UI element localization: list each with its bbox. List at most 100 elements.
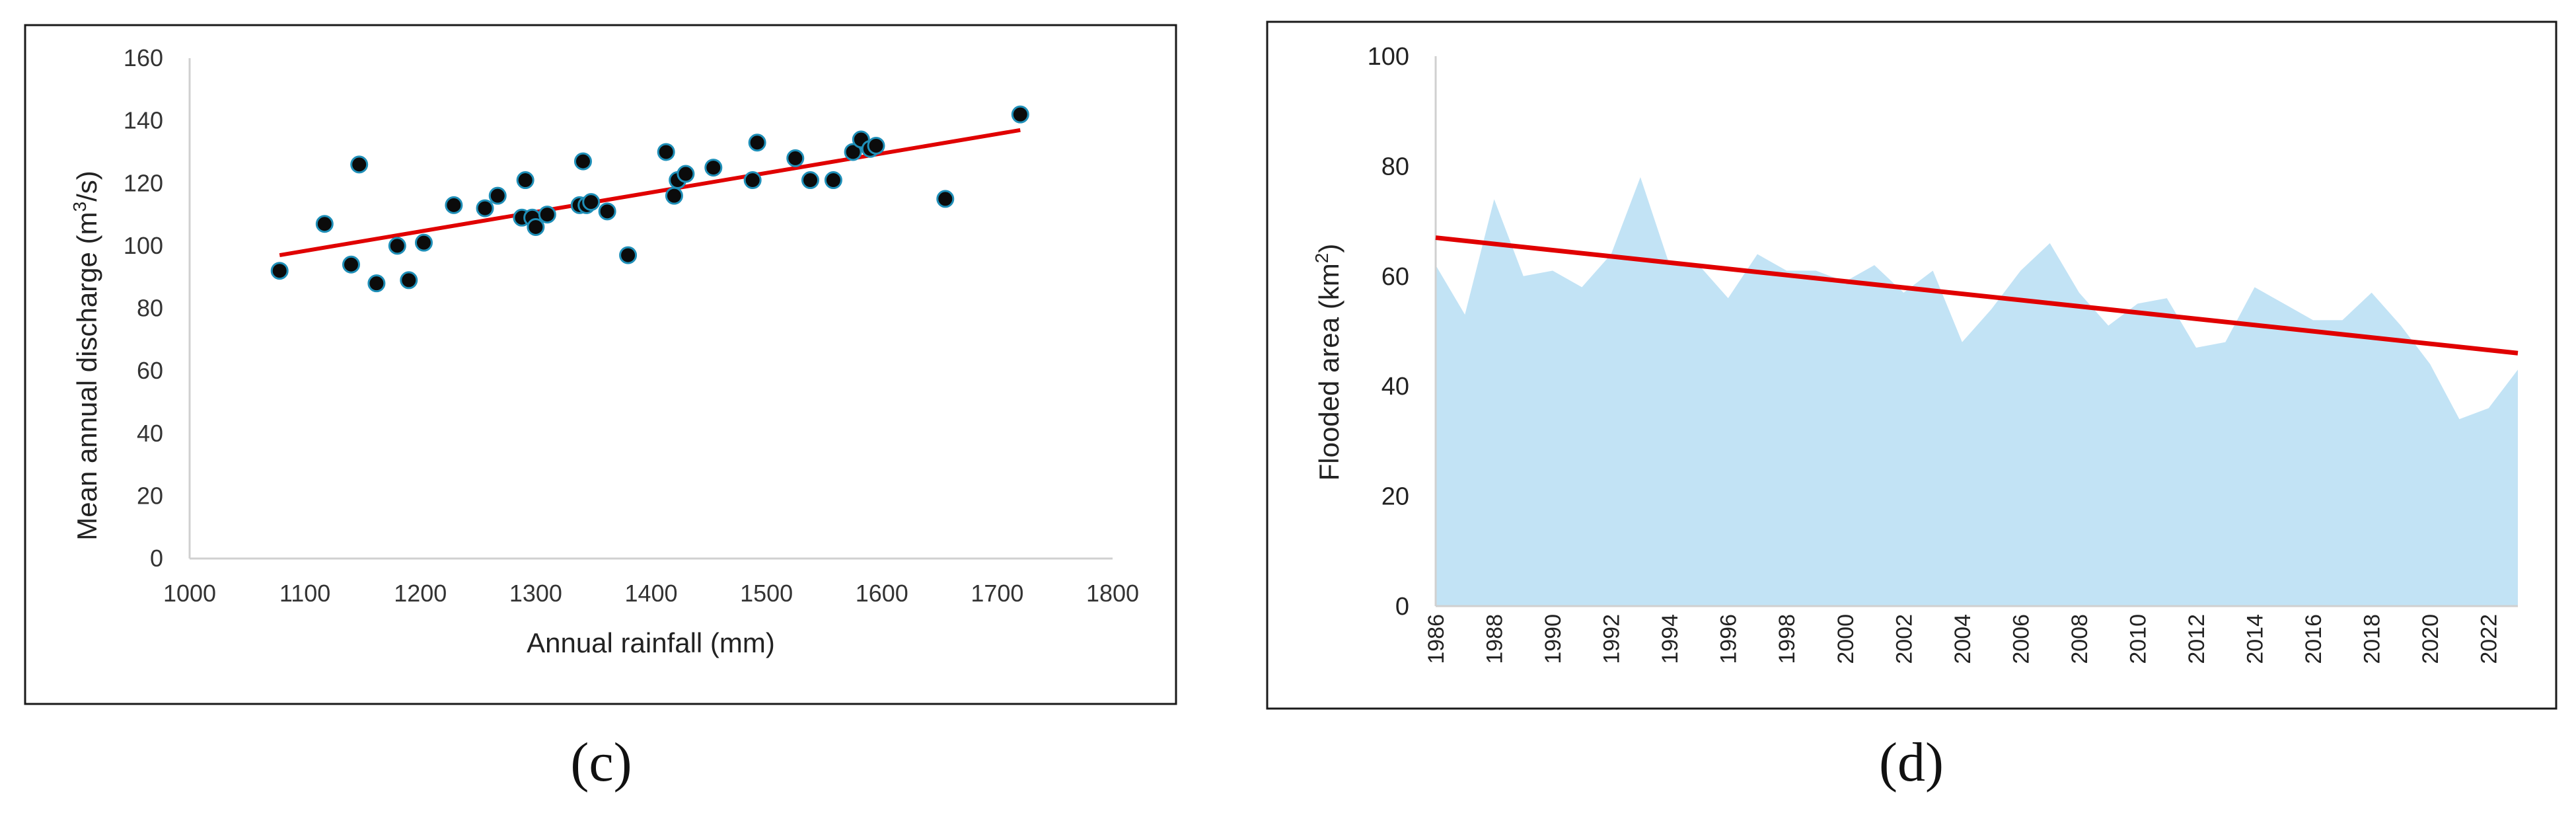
scatter-point (573, 152, 592, 171)
scatter-point (414, 233, 433, 252)
scatter-y-tick-label: 160 (124, 44, 163, 71)
area-y-tick-label: 0 (1395, 593, 1409, 621)
scatter-point (619, 246, 638, 264)
scatter-point (1011, 105, 1029, 124)
scatter-x-tick-label: 1800 (1086, 580, 1139, 607)
scatter-point (476, 199, 494, 217)
area-x-tick-label: 1992 (1600, 614, 1625, 664)
area-axes (1434, 56, 2518, 607)
area-x-tick-label: 2010 (2125, 614, 2151, 664)
scatter-y-label-unit: /s) (71, 171, 102, 202)
area-y-label-superscript: 2 (1311, 253, 1332, 264)
scatter-point (388, 237, 406, 255)
area-x-tick-label: 2004 (1950, 614, 1975, 664)
area-y-tick-label: 20 (1381, 483, 1409, 511)
area-x-tick-label: 1988 (1483, 614, 1508, 664)
area-trendline (1435, 235, 2519, 356)
area-fill-group (1436, 177, 2518, 606)
scatter-x-tick-label: 1000 (163, 580, 216, 607)
scatter-y-tick-label: 60 (137, 357, 163, 384)
scatter-points (270, 105, 1029, 293)
area-x-tick-label: 2016 (2301, 614, 2326, 664)
scatter-point (936, 190, 955, 208)
area-y-tick-label: 60 (1381, 263, 1409, 291)
area-x-tick-label: 1998 (1775, 614, 1800, 664)
scatter-y-tick-label: 20 (137, 482, 163, 509)
area-y-label-unit: ) (1313, 244, 1344, 253)
scatter-trendline-group (279, 128, 1021, 258)
scatter-x-tick-label: 1100 (279, 580, 330, 607)
scatter-x-tick-label: 1600 (856, 580, 908, 607)
area-chart: 1986 1988 1990 1992 1994 1996 1998 2000 2002 2004… (1311, 43, 2519, 664)
area-x-tick-label: 2002 (1892, 614, 1917, 664)
scatter-y-tick-label: 80 (137, 295, 163, 322)
scatter-trendline (279, 128, 1021, 258)
area-x-tick-label: 2008 (2067, 614, 2092, 664)
scatter-point (538, 206, 556, 224)
scatter-point (367, 274, 386, 293)
area-x-tick-label: 2006 (2008, 614, 2034, 664)
scatter-x-axis-label: Annual rainfall (mm) (527, 627, 775, 658)
area-y-ticks: 0 20 40 60 80 100 (1368, 43, 1409, 621)
area-x-tick-label: 2014 (2243, 614, 2268, 664)
scatter-point (867, 136, 885, 155)
area-x-tick-label: 2018 (2360, 614, 2385, 664)
area-y-tick-label: 100 (1368, 43, 1409, 71)
scatter-chart: 1000 1100 1200 1300 1400 1500 1600 1700 1800 0 20… (69, 44, 1139, 658)
scatter-y-ticks: 0 20 40 60 80 100 120 140 160 (124, 44, 163, 572)
area-y-tick-label: 40 (1381, 373, 1409, 401)
area-y-tick-label: 80 (1381, 153, 1409, 180)
scatter-point (400, 271, 418, 290)
scatter-x-tick-label: 1300 (509, 580, 562, 607)
scatter-point (657, 143, 675, 161)
scatter-point (844, 143, 862, 161)
area-x-tick-label: 1986 (1424, 614, 1449, 664)
area-x-tick-label: 2020 (2418, 614, 2443, 664)
area-x-tick-label: 1994 (1658, 614, 1683, 664)
scatter-y-axis-label: Mean annual discharge (m3/s) (69, 171, 102, 541)
scatter-x-ticks: 1000 1100 1200 1300 1400 1500 1600 1700 1800 (163, 580, 1139, 607)
area-y-label-text: Flooded area (km (1313, 263, 1344, 481)
scatter-y-tick-label: 100 (124, 232, 163, 259)
scatter-point (748, 134, 766, 152)
area-x-tick-label: 1990 (1541, 614, 1566, 664)
area-x-tick-label: 1996 (1716, 614, 1742, 664)
scatter-y-tick-label: 120 (124, 169, 163, 196)
scatter-y-label-superscript: 3 (69, 202, 90, 212)
scatter-point (527, 217, 545, 236)
panel-c-label: (c) (570, 732, 632, 793)
scatter-point (704, 159, 723, 177)
scatter-point (315, 215, 334, 233)
scatter-axes (188, 58, 1113, 560)
scatter-y-label-text: Mean annual discharge (m (71, 212, 102, 540)
scatter-point (665, 186, 683, 205)
scatter-x-tick-label: 1700 (971, 580, 1023, 607)
scatter-point (445, 196, 463, 214)
scatter-point (786, 149, 805, 167)
panel-d-label: (d) (1879, 732, 1944, 793)
scatter-y-tick-label: 140 (124, 107, 163, 134)
scatter-x-tick-label: 1400 (624, 580, 677, 607)
scatter-point (270, 262, 289, 280)
scatter-point (743, 171, 762, 190)
scatter-y-tick-label: 40 (137, 420, 163, 447)
scatter-point (488, 186, 507, 205)
scatter-point (677, 165, 695, 183)
scatter-point (824, 171, 842, 190)
scatter-point (582, 193, 601, 212)
area-x-tick-label: 2012 (2184, 614, 2209, 664)
scatter-point (801, 171, 819, 190)
area-x-tick-label: 2000 (1833, 614, 1858, 664)
scatter-x-tick-label: 1500 (740, 580, 793, 607)
area-trendline-group (1435, 235, 2519, 356)
panel-c-frame (24, 24, 1177, 705)
scatter-point (350, 155, 369, 174)
flooded-area-fill (1436, 177, 2518, 606)
area-x-tick-label: 2022 (2477, 614, 2502, 664)
scatter-point (516, 171, 534, 190)
scatter-point (342, 255, 360, 274)
scatter-x-tick-label: 1200 (394, 580, 447, 607)
area-y-axis-label: Flooded area (km2) (1311, 244, 1344, 481)
scatter-point (598, 202, 616, 221)
